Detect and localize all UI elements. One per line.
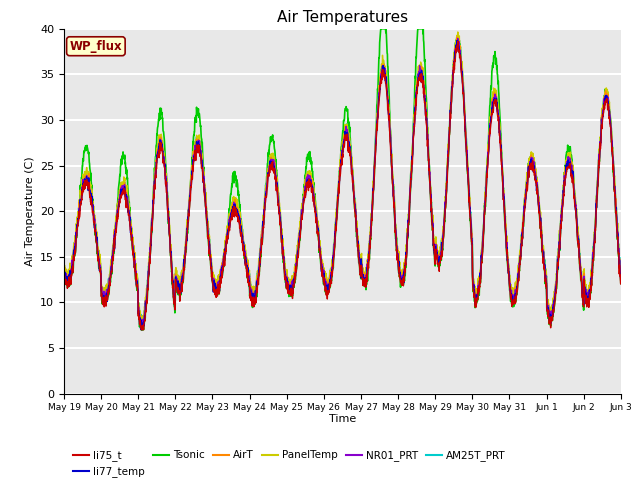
- Title: Air Temperatures: Air Temperatures: [277, 10, 408, 25]
- Text: WP_flux: WP_flux: [70, 40, 122, 53]
- X-axis label: Time: Time: [329, 414, 356, 424]
- Y-axis label: Air Temperature (C): Air Temperature (C): [24, 156, 35, 266]
- Legend: li75_t, li77_temp, Tsonic, AirT, PanelTemp, NR01_PRT, AM25T_PRT: li75_t, li77_temp, Tsonic, AirT, PanelTe…: [69, 446, 509, 480]
